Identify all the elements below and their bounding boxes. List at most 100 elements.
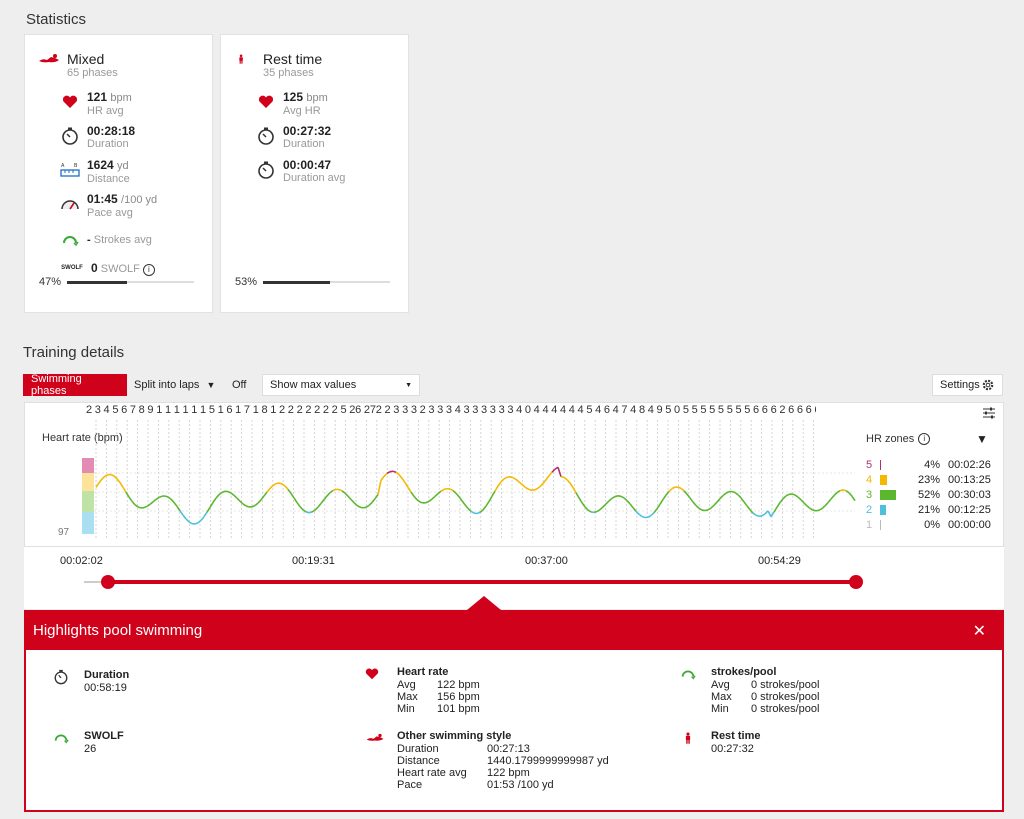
hr-trace-segment <box>251 504 256 508</box>
hr-trace-segment <box>272 482 277 487</box>
phase-progress: 53% <box>235 276 390 288</box>
zone-percent: 0% <box>924 519 940 531</box>
row-value: 101 bpm <box>437 703 480 715</box>
stat-card-mixed[interactable]: Mixed 65 phases 121 bpm HR avg 00:28:18 Du… <box>24 34 213 313</box>
hr-trace-segment <box>767 510 772 518</box>
progress-fill <box>67 280 127 284</box>
highlight-title: Duration <box>84 669 130 681</box>
hr-trace-segment <box>374 494 379 500</box>
hr-trace-segment <box>824 502 829 507</box>
hr-trace-segment <box>392 470 397 474</box>
hr-trace-segment <box>707 507 712 511</box>
stat-value: 125 <box>283 90 304 104</box>
stat-label: Duration avg <box>283 172 346 184</box>
svg-text:B: B <box>74 163 78 169</box>
hr-trace-segment <box>359 506 364 509</box>
hr-trace-segment <box>218 491 223 496</box>
hr-trace-segment <box>497 481 502 487</box>
hr-trace-segment <box>179 510 184 516</box>
split-into-laps-dropdown[interactable]: Split into laps ▼ <box>127 374 225 396</box>
hr-trace-segment <box>239 500 244 505</box>
hr-trace-segment <box>194 522 199 525</box>
off-toggle[interactable]: Off <box>232 379 247 391</box>
settings-button[interactable]: Settings <box>932 374 1003 396</box>
heart-rate-chart-panel <box>24 402 1004 547</box>
swimmer-icon <box>39 54 59 63</box>
hr-trace-segment <box>404 482 409 488</box>
timeline-handle-end[interactable] <box>849 575 863 589</box>
hr-trace-segment <box>368 501 373 507</box>
highlight-duration: Duration 00:58:19 <box>54 669 130 694</box>
highlight-strokes: strokes/pool Avg 0 strokes/pool Max 0 stro… <box>681 666 820 715</box>
stopwatch-icon <box>54 669 68 685</box>
hr-trace-segment <box>371 498 376 504</box>
stat-card-rest[interactable]: Rest time 35 phases 125 bpm Avg HR 00:27:… <box>220 34 409 313</box>
hr-trace-segment <box>683 490 688 495</box>
swimming-phases-button[interactable]: Swimming phases <box>23 373 127 397</box>
hr-trace-segment <box>281 483 286 487</box>
hr-trace-segment <box>380 475 385 481</box>
hr-trace-segment <box>170 498 175 503</box>
row-value: 156 bpm <box>437 691 480 703</box>
hr-trace-segment <box>299 506 304 511</box>
hr-trace-segment <box>410 491 415 497</box>
hr-trace-segment <box>842 489 847 492</box>
hr-trace-segment <box>317 503 322 508</box>
hr-trace-segment <box>740 497 745 503</box>
hr-trace-segment <box>677 486 682 490</box>
timeline-handle-start[interactable] <box>101 575 115 589</box>
hr-trace-segment <box>836 490 841 494</box>
hr-trace-segment <box>431 495 436 500</box>
highlight-other-style: Other swimming style Duration 00:27:13 Di… <box>366 730 609 791</box>
filter-sliders-icon[interactable] <box>982 407 996 419</box>
hr-trace-segment <box>716 498 721 503</box>
hr-trace-segment <box>512 476 517 481</box>
hr-trace-segment <box>797 496 802 501</box>
zone-percent: 4% <box>924 459 940 471</box>
hr-trace-segment <box>113 475 118 480</box>
hr-trace-segment <box>509 476 514 479</box>
hr-trace-segment <box>131 500 136 506</box>
hr-trace-segment <box>287 488 292 494</box>
info-icon[interactable]: i <box>918 433 931 445</box>
stat-label: SWOLF <box>100 263 140 275</box>
hr-trace-segment <box>704 509 709 512</box>
hr-trace-segment <box>401 477 406 484</box>
hr-trace-segment <box>143 505 148 509</box>
hr-zones-toggle[interactable]: ▼ <box>976 432 988 446</box>
close-icon[interactable]: ✕ <box>972 623 986 640</box>
timeline-range[interactable] <box>108 580 856 584</box>
row-value: 0 strokes/pool <box>751 691 820 703</box>
hr-trace-segment <box>209 502 214 508</box>
hr-trace-segment <box>803 502 808 507</box>
hr-trace-segment <box>719 495 724 500</box>
select-value: Show max values <box>270 379 357 391</box>
stat-value: 1624 <box>87 158 114 172</box>
hr-trace-segment <box>659 499 664 505</box>
max-values-select[interactable]: Show max values ▼ <box>262 374 420 396</box>
stat-unit: /100 yd <box>121 194 158 206</box>
card-title: Mixed <box>67 51 105 67</box>
zone-time: 00:00:00 <box>948 519 991 531</box>
hr-trace-segment <box>176 505 181 512</box>
lap-markers[interactable]: 2 3 4 5 6 7 8 9 1 1 1 1 1 1 5 1 6 1 7 1 … <box>86 404 816 416</box>
hr-trace-segment <box>791 493 796 496</box>
hr-trace-segment <box>167 496 172 500</box>
hr-trace-segment <box>503 476 508 480</box>
hr-trace-segment <box>266 487 271 493</box>
hr-trace-segment <box>629 503 634 509</box>
hr-trace-segment <box>665 490 670 496</box>
hr-trace-segment <box>749 509 754 514</box>
info-icon[interactable]: i <box>142 264 155 276</box>
timeline-track <box>84 581 108 583</box>
hr-trace-segment <box>98 478 103 484</box>
hr-trace-segment <box>620 495 625 499</box>
zone-band-5 <box>82 458 94 473</box>
row-key: Max <box>397 691 418 703</box>
hr-trace-segment <box>260 495 265 501</box>
zone-time: 00:13:25 <box>948 474 991 486</box>
hr-trace-segment <box>332 488 337 492</box>
hr-trace-segment <box>833 492 838 497</box>
time-label: 00:02:02 <box>60 555 103 567</box>
